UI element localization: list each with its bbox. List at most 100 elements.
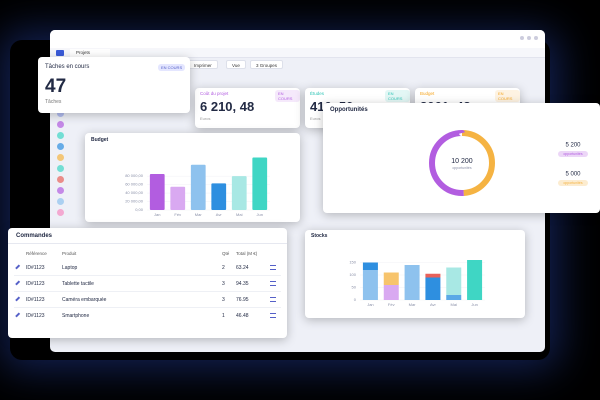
sidebar-icon[interactable] xyxy=(57,176,64,183)
sidebar-icon[interactable] xyxy=(57,132,64,139)
sidebar-icon[interactable] xyxy=(57,165,64,172)
legend-value: 5 200 xyxy=(565,143,581,149)
sidebar-icon[interactable] xyxy=(57,110,64,117)
window-dot xyxy=(527,36,531,40)
column-header: Produit xyxy=(62,251,77,256)
sidebar-icon[interactable] xyxy=(57,198,64,205)
toolbar-button[interactable]: 3 Groupes xyxy=(250,60,284,69)
sidebar xyxy=(54,110,68,230)
y-tick-label: 150 xyxy=(349,260,356,265)
status-tag: EN COURS xyxy=(385,90,410,102)
edit-icon[interactable] xyxy=(15,264,20,270)
x-tick-label: Jan xyxy=(367,302,373,307)
title-bar xyxy=(50,30,545,48)
table-cell: ID#1123 xyxy=(26,281,45,287)
x-tick-label: Jan xyxy=(154,212,160,217)
y-tick-label: 40 000,00 xyxy=(125,190,144,195)
bar-segment xyxy=(383,285,399,300)
tab[interactable]: Projets xyxy=(70,49,110,57)
y-tick-label: 100 xyxy=(349,272,356,277)
donut-center-value: 10 200 xyxy=(451,158,473,165)
legend-unit: opportunités xyxy=(563,152,583,156)
edit-icon[interactable] xyxy=(15,296,20,302)
window-dot xyxy=(534,36,538,40)
opportunities-card: Opportunités 10 200 opportunités 5 200 oppo… xyxy=(323,103,600,213)
bar xyxy=(231,176,247,210)
legend-pill xyxy=(558,151,588,157)
kpi-title: Budget xyxy=(420,91,435,96)
edit-icon[interactable] xyxy=(15,312,20,318)
x-tick-label: Jun xyxy=(257,212,263,217)
stocks-chart: 0 50 100 150 Jan Fév Mar Avr Mai Jun xyxy=(349,260,485,307)
y-tick-label: 0 xyxy=(354,297,357,302)
sidebar-icon[interactable] xyxy=(57,154,64,161)
card-title: Tâches en cours xyxy=(45,64,90,70)
tasks-unit: Tâches xyxy=(45,99,62,105)
window-dot xyxy=(520,36,524,40)
y-tick-label: 60 000,00 xyxy=(125,182,144,187)
table-cell: 1 xyxy=(222,313,225,319)
status-tag: EN COURS xyxy=(495,90,520,102)
sidebar-icon[interactable] xyxy=(57,187,64,194)
y-tick-label: 80 000,00 xyxy=(125,173,144,178)
kpi-title: Coût du projet xyxy=(200,91,229,96)
kpi-unit: Euros xyxy=(310,116,321,121)
column-header: Total (M €) xyxy=(236,251,258,256)
toolbar-button[interactable]: Vue xyxy=(226,60,246,69)
sidebar-icon[interactable] xyxy=(57,121,64,128)
y-tick-label: 20 000,00 xyxy=(125,199,144,204)
row-menu[interactable] xyxy=(270,281,276,286)
edit-icon[interactable] xyxy=(15,280,20,286)
legend-unit: opportunités xyxy=(563,181,583,185)
bar xyxy=(149,174,165,210)
legend-value: 5 000 xyxy=(565,172,581,178)
card-title: Stocks xyxy=(311,233,328,239)
divider xyxy=(8,243,287,244)
x-tick-label: Fév xyxy=(388,302,395,307)
table-cell: Caméra embarquée xyxy=(62,297,107,303)
table-cell: 3 xyxy=(222,297,225,303)
y-tick-label: 0,00 xyxy=(135,207,144,212)
bar-segment xyxy=(446,295,462,300)
sidebar-icon[interactable] xyxy=(57,209,64,216)
sidebar-icon[interactable] xyxy=(57,143,64,150)
status-tag: EN COURS xyxy=(158,64,186,71)
bar-segment xyxy=(362,270,378,300)
x-tick-label: Fév xyxy=(174,212,181,217)
row-menu[interactable] xyxy=(270,297,276,302)
toolbar-button[interactable]: Imprimer xyxy=(188,60,218,69)
table-cell: 94.35 xyxy=(236,281,249,287)
table-cell: Smartphone xyxy=(62,313,90,319)
bar-segment xyxy=(362,262,378,270)
card-title: Opportunités xyxy=(330,107,368,113)
x-tick-label: Avr xyxy=(216,212,223,217)
bar-segment xyxy=(425,273,441,278)
orders-card: Commandes Référence Produit Qté Total (M €)… xyxy=(8,228,287,338)
table-cell: Laptop xyxy=(62,265,78,271)
status-tag: EN COURS xyxy=(275,90,300,102)
x-tick-label: Mai xyxy=(236,212,243,217)
row-menu[interactable] xyxy=(270,265,276,270)
y-tick-label: 50 xyxy=(352,285,357,290)
row-menu[interactable] xyxy=(270,313,276,318)
row-divider xyxy=(14,307,281,308)
kpi-title: Études xyxy=(310,91,325,96)
stocks-card: Stocks 0 50 100 150 Jan Fév Mar Avr Mai Jun xyxy=(305,230,525,318)
table-cell: 63.24 xyxy=(236,265,249,271)
table-cell: ID#1123 xyxy=(26,265,45,271)
donut-segment xyxy=(429,130,495,196)
row-divider xyxy=(14,275,281,276)
table-cell: 3 xyxy=(222,281,225,287)
x-tick-label: Mai xyxy=(451,302,458,307)
tasks-card: Tâches en cours EN COURS 47 Tâches xyxy=(38,57,190,113)
bar-segment xyxy=(404,265,420,300)
x-tick-label: Avr xyxy=(430,302,437,307)
column-header: Qté xyxy=(222,251,230,256)
legend-pill xyxy=(558,180,588,186)
table-cell: Tablette tactile xyxy=(62,281,94,287)
bar xyxy=(190,164,206,210)
table-cell: ID#1123 xyxy=(26,297,45,303)
donut-center-unit: opportunités xyxy=(452,166,472,170)
